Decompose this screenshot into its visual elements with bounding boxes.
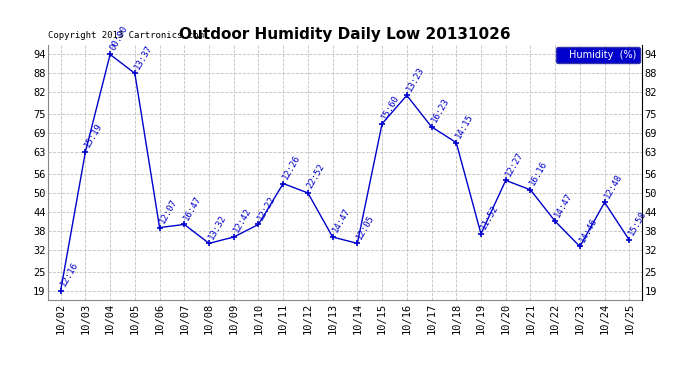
Text: 14:47: 14:47 (331, 207, 352, 234)
Text: 14:46: 14:46 (578, 216, 599, 244)
Text: 15:60: 15:60 (380, 93, 401, 121)
Text: Copyright 2013 Cartronics.com: Copyright 2013 Cartronics.com (48, 31, 204, 40)
Text: 12:07: 12:07 (157, 197, 179, 225)
Text: 12:05: 12:05 (355, 213, 376, 240)
Text: 12:27: 12:27 (504, 150, 524, 178)
Text: 14:15: 14:15 (454, 112, 475, 140)
Title: Outdoor Humidity Daily Low 20131026: Outdoor Humidity Daily Low 20131026 (179, 27, 511, 42)
Text: 15:58: 15:58 (627, 210, 649, 237)
Text: 13:37: 13:37 (132, 43, 154, 70)
Legend: Humidity  (%): Humidity (%) (556, 47, 640, 63)
Text: 12:26: 12:26 (281, 153, 302, 181)
Text: 12:42: 12:42 (232, 207, 253, 234)
Text: 12:22: 12:22 (256, 194, 277, 222)
Text: 11:52: 11:52 (479, 203, 500, 231)
Text: 00:00: 00:00 (108, 24, 129, 52)
Text: 16:23: 16:23 (429, 96, 451, 124)
Text: 15:19: 15:19 (83, 122, 104, 149)
Text: 12:48: 12:48 (602, 172, 624, 200)
Text: 22:52: 22:52 (306, 162, 327, 190)
Text: 13:23: 13:23 (404, 65, 426, 93)
Text: 16:47: 16:47 (182, 194, 204, 222)
Text: 16:16: 16:16 (529, 159, 549, 187)
Text: 14:47: 14:47 (553, 191, 574, 219)
Text: 13:32: 13:32 (207, 213, 228, 240)
Text: 12:16: 12:16 (59, 260, 79, 288)
